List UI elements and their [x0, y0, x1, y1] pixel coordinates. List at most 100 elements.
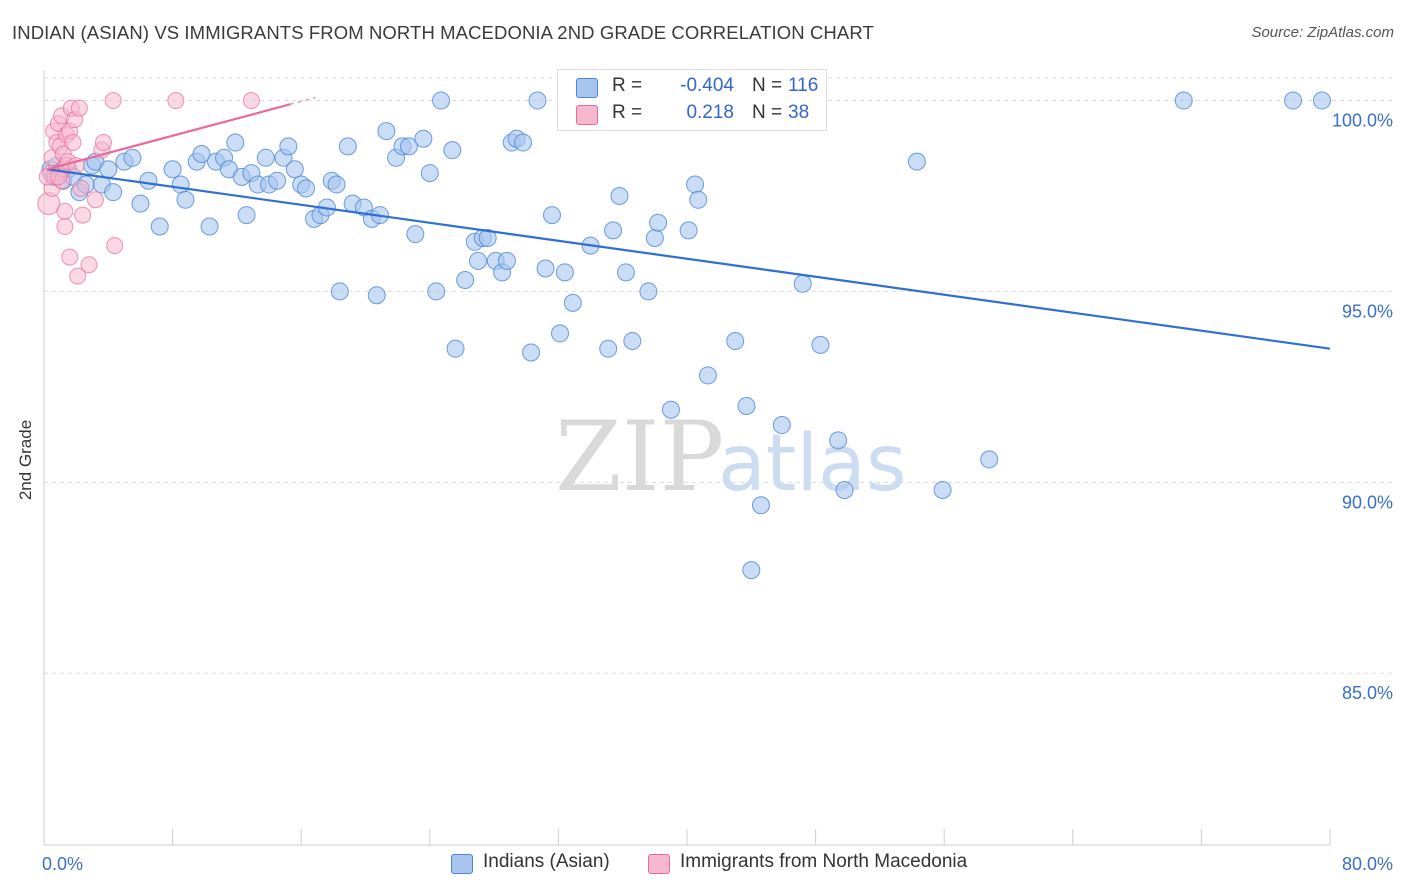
data-point-macedonia — [104, 92, 122, 110]
legend-swatch-pink — [576, 105, 598, 125]
data-point-indians — [414, 129, 433, 148]
data-point-indians — [377, 122, 396, 141]
data-point-macedonia — [80, 256, 98, 274]
data-point-macedonia — [86, 191, 104, 209]
x-axis-ticks — [43, 829, 1331, 845]
legend-r-value: -0.404 — [680, 75, 734, 96]
data-point-indians — [811, 335, 830, 354]
data-point-indians — [285, 160, 304, 179]
data-point-indians — [514, 133, 533, 152]
data-point-indians — [835, 480, 854, 499]
data-point-macedonia — [64, 134, 82, 152]
data-point-indians — [297, 179, 316, 198]
data-point-indians — [256, 148, 275, 167]
data-point-indians — [150, 217, 169, 236]
data-point-indians — [367, 286, 386, 305]
data-point-macedonia — [72, 179, 90, 197]
data-point-macedonia — [49, 168, 67, 186]
data-point-indians — [737, 396, 756, 415]
data-point-macedonia — [94, 134, 112, 152]
data-point-indians — [599, 339, 618, 358]
data-point-indians — [649, 213, 668, 232]
data-point-indians — [338, 137, 357, 156]
watermark-atlas: atlas — [718, 419, 907, 509]
data-point-macedonia — [242, 92, 260, 110]
data-point-macedonia — [106, 237, 124, 255]
data-point-indians — [427, 282, 446, 301]
data-point-indians — [793, 274, 812, 293]
data-point-indians — [522, 343, 541, 362]
data-point-indians — [933, 480, 952, 499]
data-point-indians — [1312, 91, 1331, 110]
legend-swatch-blue — [451, 854, 473, 874]
data-point-indians — [171, 175, 190, 194]
data-point-indians — [751, 496, 770, 515]
y-tick-label: 90.0% — [1342, 492, 1393, 512]
legend-swatch-pink — [648, 854, 670, 874]
data-point-indians — [478, 228, 497, 247]
data-point-macedonia — [167, 92, 185, 110]
data-point-indians — [279, 137, 298, 156]
data-point-indians — [536, 259, 555, 278]
data-point-indians — [139, 171, 158, 190]
data-point-indians — [226, 133, 245, 152]
trend-lines — [46, 96, 1331, 350]
y-tick-label: 95.0% — [1342, 301, 1393, 321]
data-point-indians — [742, 561, 761, 580]
data-point-indians — [432, 91, 451, 110]
data-point-indians — [327, 175, 346, 194]
data-point-indians — [192, 144, 211, 163]
data-point-indians — [99, 160, 118, 179]
legend-swatch-blue — [576, 78, 598, 98]
data-point-indians — [980, 450, 999, 469]
data-point-indians — [268, 171, 287, 190]
data-point-indians — [497, 251, 516, 270]
data-point-macedonia — [70, 99, 88, 117]
data-point-indians — [123, 148, 142, 167]
trend-line-macedonia — [46, 103, 291, 171]
legend-label-indians: Indians (Asian) — [483, 851, 610, 872]
data-point-indians — [645, 228, 664, 247]
data-point-indians — [200, 217, 219, 236]
data-point-macedonia — [61, 248, 79, 266]
data-point-indians — [679, 221, 698, 240]
data-point-indians — [237, 206, 256, 225]
stats-legend: R = -0.404 N = 116 R = 0.218 N = 38 — [557, 69, 827, 131]
legend-r-label: R = — [612, 102, 643, 123]
data-point-indians — [772, 416, 791, 435]
data-point-indians — [399, 137, 418, 156]
legend-r-value: 0.218 — [686, 102, 734, 123]
data-point-indians — [551, 324, 570, 343]
data-point-indians — [563, 293, 582, 312]
data-point-indians — [446, 339, 465, 358]
data-point-indians — [528, 91, 547, 110]
data-point-macedonia — [56, 202, 74, 220]
data-point-macedonia — [56, 218, 74, 236]
data-point-indians — [555, 263, 574, 282]
x-tick-labels: 0.0% 80.0% — [42, 854, 1393, 874]
x-tick-label-min: 0.0% — [42, 854, 83, 874]
watermark: ZIP atlas — [555, 401, 907, 513]
legend-r-label: R = — [612, 75, 643, 96]
data-point-indians — [698, 366, 717, 385]
series-immigrants-north-macedonia — [37, 92, 260, 285]
data-point-indians — [689, 190, 708, 209]
y-tick-label: 85.0% — [1342, 683, 1393, 703]
source-label: Source: ZipAtlas.com — [1251, 24, 1394, 41]
data-point-indians — [176, 190, 195, 209]
x-tick-label-max: 80.0% — [1342, 854, 1393, 874]
legend-n-value: 38 — [788, 102, 810, 123]
data-point-indians — [542, 206, 561, 225]
legend-n-label: N = — [752, 75, 783, 96]
data-point-indians — [469, 251, 488, 270]
data-point-indians — [420, 164, 439, 183]
data-point-indians — [726, 332, 745, 351]
data-point-macedonia — [69, 267, 87, 285]
legend-label-macedonia: Immigrants from North Macedonia — [680, 851, 968, 872]
data-point-indians — [330, 282, 349, 301]
data-point-indians — [456, 270, 475, 289]
data-point-indians — [406, 225, 425, 244]
data-point-indians — [639, 282, 658, 301]
data-point-indians — [604, 221, 623, 240]
